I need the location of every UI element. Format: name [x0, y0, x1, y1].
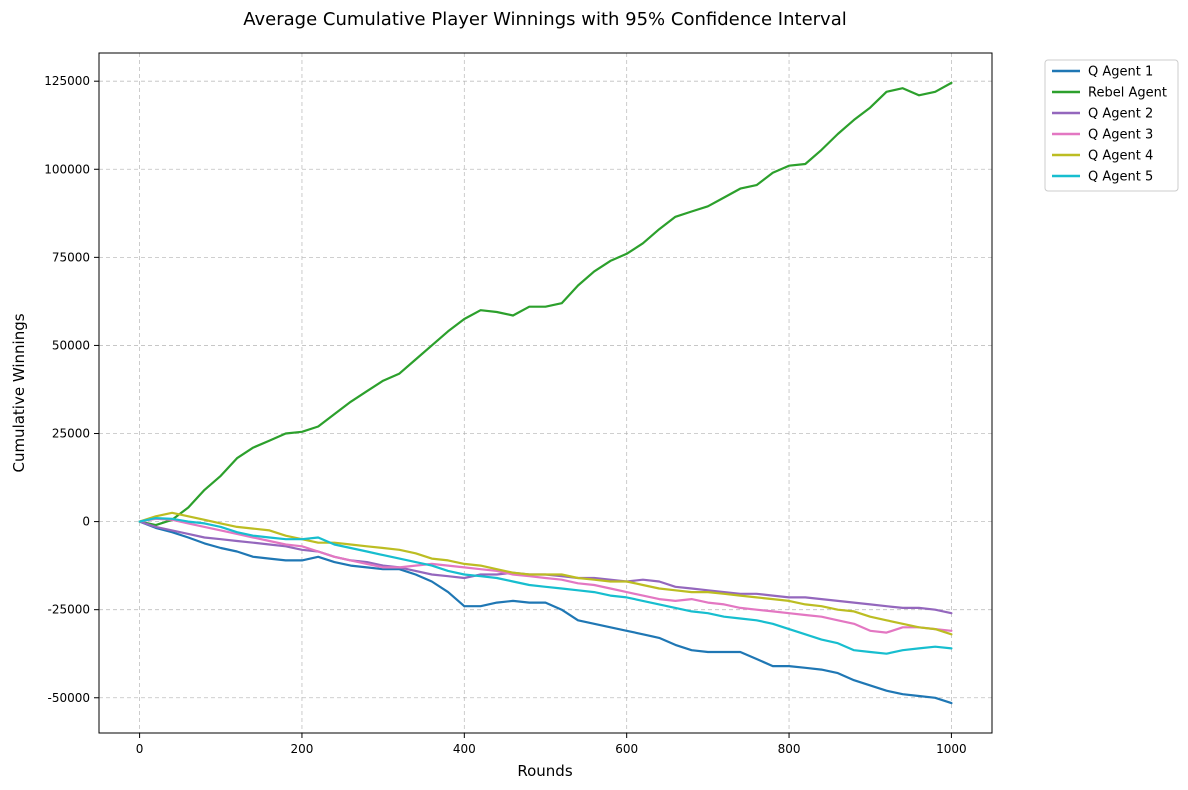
y-tick-label: 125000	[44, 74, 90, 88]
x-tick-label: 600	[615, 742, 638, 756]
legend-label-q-agent-1: Q Agent 1	[1088, 65, 1153, 80]
plot-frame	[98, 52, 993, 734]
legend-label-q-agent-3: Q Agent 3	[1088, 128, 1153, 143]
series-line-q-agent-3	[138, 517, 953, 634]
y-tick-label: 50000	[52, 338, 90, 352]
x-axis-label: Rounds	[517, 762, 572, 780]
y-tick-label: 0	[82, 515, 90, 529]
x-tick-label: 1000	[936, 742, 967, 756]
legend-label-q-agent-2: Q Agent 2	[1088, 107, 1153, 122]
series-line-rebel-agent	[138, 81, 953, 527]
x-tick-label: 0	[136, 742, 144, 756]
y-tick-label: -50000	[47, 691, 90, 705]
x-axis-ticks: 0 200 400 600 800 1000	[136, 733, 967, 756]
legend-label-rebel-agent: Rebel Agent	[1088, 86, 1167, 101]
legend-label-q-agent-5: Q Agent 5	[1088, 170, 1153, 185]
legend-label-q-agent-4: Q Agent 4	[1088, 149, 1153, 164]
series-lines	[138, 81, 953, 705]
series-line-q-agent-5	[138, 516, 953, 655]
y-tick-label: -25000	[47, 603, 90, 617]
x-tick-label: 200	[291, 742, 314, 756]
y-tick-label: 25000	[52, 427, 90, 441]
legend: Q Agent 1 Rebel Agent Q Agent 2 Q Agent 3 Q …	[1044, 59, 1179, 192]
y-axis-ticks: -50000 -25000 0 25000 50000 75000 100000 125000	[44, 74, 99, 705]
y-tick-label: 75000	[52, 250, 90, 264]
chart-title: Average Cumulative Player Winnings with …	[243, 9, 846, 30]
series-line-q-agent-4	[138, 511, 953, 636]
series-line-q-agent-1	[138, 520, 953, 705]
x-tick-label: 400	[453, 742, 476, 756]
y-axis-label: Cumulative Winnings	[10, 313, 28, 472]
y-tick-label: 100000	[44, 162, 90, 176]
legend-items: Q Agent 1 Rebel Agent Q Agent 2 Q Agent 3 Q …	[1052, 65, 1167, 185]
x-tick-label: 800	[778, 742, 801, 756]
